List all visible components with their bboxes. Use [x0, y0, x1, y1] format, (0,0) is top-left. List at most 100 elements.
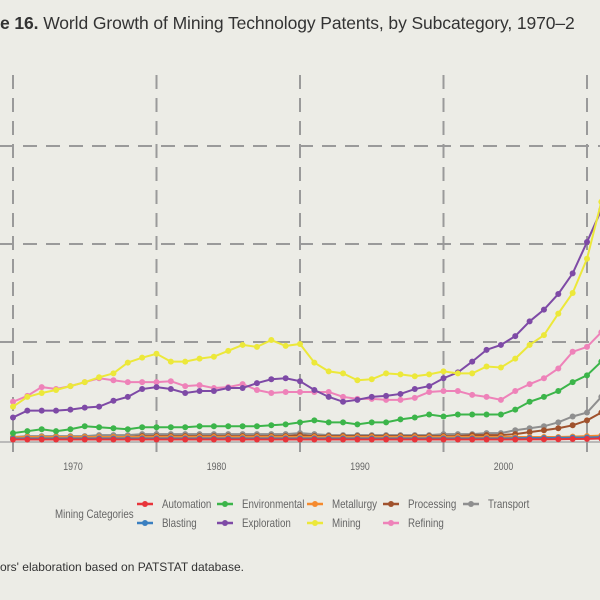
legend-item-mining: Mining [307, 517, 361, 530]
x-tick-label: 1970 [63, 461, 83, 473]
title-text: World Growth of Mining Technology Patent… [38, 13, 575, 33]
data-point [540, 393, 547, 400]
data-point [397, 371, 404, 378]
data-point [24, 428, 31, 435]
data-point [426, 371, 433, 378]
data-point [268, 389, 275, 396]
data-point [196, 388, 203, 394]
data-point [268, 337, 275, 344]
data-point [325, 393, 332, 400]
legend-title: Mining Categories [55, 508, 134, 521]
data-point [282, 436, 289, 443]
data-point [297, 388, 303, 395]
figure-number: e 16. [0, 13, 39, 33]
data-point [569, 436, 576, 443]
x-axis: 19701980199020002010 [0, 440, 600, 473]
data-point [182, 424, 189, 431]
data-point [512, 333, 519, 340]
data-point [10, 398, 16, 405]
data-point [282, 421, 289, 428]
data-point [110, 397, 117, 404]
legend-marker [142, 520, 148, 526]
data-point [53, 428, 60, 435]
data-point [110, 370, 117, 377]
data-point [139, 354, 146, 361]
data-point [297, 340, 303, 347]
data-point [24, 436, 31, 443]
legend-item-refining: Refining [383, 517, 444, 530]
data-point [96, 374, 103, 381]
legend-item-blasting: Blasting [137, 517, 197, 530]
data-point [440, 388, 447, 394]
data-point [483, 363, 490, 370]
data-point [10, 430, 16, 437]
data-point [24, 393, 31, 400]
data-point [182, 389, 189, 396]
data-point [383, 370, 390, 377]
data-point [555, 425, 562, 432]
data-point [497, 411, 504, 418]
data-point [67, 406, 74, 413]
data-point [167, 386, 174, 393]
data-point [139, 436, 146, 443]
data-point [368, 436, 375, 443]
data-point [225, 423, 232, 430]
data-point [569, 422, 576, 429]
data-point [196, 436, 203, 443]
data-point [110, 377, 117, 384]
data-point [569, 413, 576, 420]
legend-label: Processing [408, 498, 456, 511]
data-point [182, 358, 189, 365]
data-point [411, 386, 418, 393]
data-point [555, 310, 562, 317]
data-point [67, 426, 74, 433]
legend-label: Transport [488, 498, 529, 511]
data-point [540, 332, 547, 339]
data-point [454, 411, 461, 418]
data-point [253, 436, 260, 443]
legend-label: Exploration [242, 517, 291, 530]
data-point [268, 376, 275, 383]
data-point [411, 373, 418, 380]
data-point [67, 436, 74, 443]
data-point [110, 436, 117, 443]
source-note: ors' elaboration based on PATSTAT databa… [0, 560, 244, 574]
data-point [497, 364, 504, 371]
data-point [38, 407, 45, 414]
x-tick-label: 1990 [350, 461, 370, 473]
data-point [167, 358, 174, 365]
data-point [354, 377, 361, 384]
data-point [225, 347, 232, 354]
data-point [210, 388, 217, 394]
data-point [297, 378, 303, 385]
data-point [555, 290, 562, 297]
data-point [124, 436, 131, 443]
data-point [38, 426, 45, 433]
data-point [397, 436, 404, 443]
data-point [469, 391, 476, 398]
data-point [440, 368, 447, 375]
data-point [139, 386, 146, 393]
legend-marker [222, 520, 228, 526]
data-point [397, 396, 404, 403]
data-point [440, 413, 447, 420]
series-transport [10, 394, 600, 441]
data-point [354, 421, 361, 428]
data-point [540, 427, 547, 434]
data-point [239, 385, 246, 392]
data-point [340, 398, 347, 405]
data-point [311, 359, 318, 366]
data-point [354, 436, 361, 443]
data-point [81, 404, 88, 411]
data-point [340, 419, 347, 426]
data-point [526, 318, 533, 325]
data-point [483, 393, 490, 400]
data-point [584, 343, 590, 350]
legend-marker [222, 501, 228, 507]
data-point [311, 387, 318, 394]
data-point [268, 436, 275, 443]
data-point [38, 389, 45, 396]
data-point [340, 436, 347, 443]
legend-label: Mining [332, 517, 361, 530]
data-point [110, 425, 117, 432]
